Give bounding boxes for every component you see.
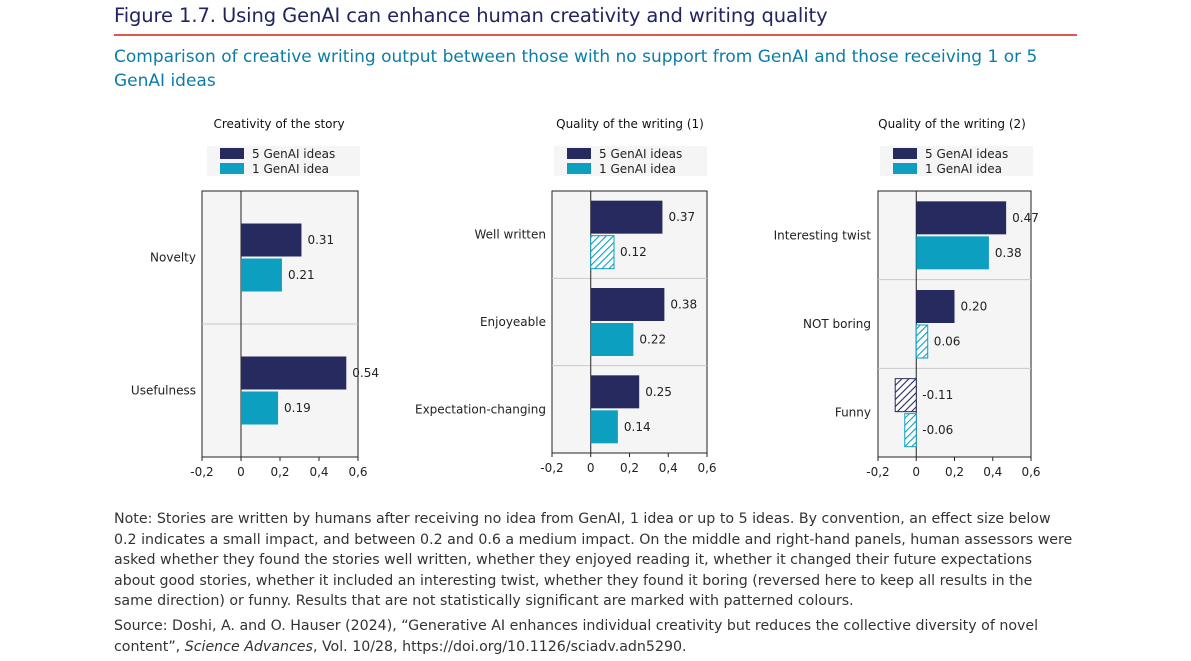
x-tick-label: -0,2 xyxy=(866,465,889,479)
x-tick-label: 0 xyxy=(912,465,920,479)
plot-area xyxy=(551,190,708,454)
data-label: 0.06 xyxy=(934,335,961,349)
data-label: 0.31 xyxy=(307,233,334,247)
figure-source: Source: Doshi, A. and O. Hauser (2024), … xyxy=(114,616,1074,657)
bar xyxy=(241,223,302,257)
bar xyxy=(904,413,917,448)
source-suffix: , Vol. 10/28, https://doi.org/10.1126/sc… xyxy=(312,638,687,655)
bar xyxy=(916,201,1007,235)
data-label: -0.06 xyxy=(922,423,953,437)
panel-title: Quality of the writing (2) xyxy=(878,117,1026,131)
bar xyxy=(241,391,279,425)
figure-title: Figure 1.7. Using GenAI can enhance huma… xyxy=(114,4,828,27)
title-divider xyxy=(114,34,1077,36)
x-tick-label: 0,6 xyxy=(1021,465,1040,479)
plot-area xyxy=(877,190,1032,458)
category-label: Expectation-changing xyxy=(415,402,546,416)
figure-subtitle: Comparison of creative writing output be… xyxy=(114,47,1038,91)
x-tick-label: 0,2 xyxy=(270,465,289,479)
chart-panel-3: Quality of the writing (2) 5 GenAI ideas1… xyxy=(774,117,1041,479)
bar xyxy=(590,410,618,444)
legend-swatch xyxy=(893,163,917,174)
data-label: 0.38 xyxy=(670,298,697,312)
data-label: 0.25 xyxy=(645,385,672,399)
legend-label: 5 GenAI ideas xyxy=(599,147,682,161)
data-label: 0.14 xyxy=(624,420,651,434)
data-label: 0.47 xyxy=(1012,211,1039,225)
category-label: Enjoyeable xyxy=(480,315,546,329)
data-label: 0.38 xyxy=(995,246,1022,260)
x-tick-label: 0,4 xyxy=(309,465,328,479)
legend-label: 5 GenAI ideas xyxy=(925,147,1008,161)
x-tick-label: 0 xyxy=(587,461,595,475)
panel-title: Creativity of the story xyxy=(213,117,344,131)
x-tick-label: 0,2 xyxy=(945,465,964,479)
x-tick-label: -0,2 xyxy=(540,461,563,475)
bar xyxy=(590,288,665,321)
x-tick-label: 0,2 xyxy=(620,461,639,475)
source-text: Source: Doshi, A. and O. Hauser (2024), … xyxy=(114,618,1039,655)
category-label: Interesting twist xyxy=(774,228,872,242)
bar xyxy=(590,200,663,234)
data-label: 0.22 xyxy=(639,333,666,347)
bar xyxy=(590,323,634,356)
category-label: Well written xyxy=(474,228,546,242)
bar xyxy=(590,235,615,270)
x-tick-label: 0,6 xyxy=(348,465,367,479)
panel-title: Quality of the writing (1) xyxy=(556,117,704,131)
data-label: 0.20 xyxy=(961,300,988,314)
data-label: 0.19 xyxy=(284,401,311,415)
figure-note: Note: Stories are written by humans afte… xyxy=(114,511,1073,609)
legend-label: 1 GenAI idea xyxy=(599,162,676,176)
legend-label: 5 GenAI ideas xyxy=(252,147,335,161)
data-label: 0.37 xyxy=(668,210,695,224)
bar xyxy=(915,324,929,359)
data-label: 0.54 xyxy=(352,366,379,380)
bar xyxy=(916,236,989,270)
bar xyxy=(590,375,640,409)
category-label: NOT boring xyxy=(803,317,871,331)
bar xyxy=(916,290,955,323)
category-label: Novelty xyxy=(150,251,196,265)
x-tick-label: 0 xyxy=(237,465,245,479)
legend-swatch xyxy=(567,163,591,174)
category-label: Usefulness xyxy=(131,384,196,398)
legend-swatch xyxy=(893,148,917,159)
legend-swatch xyxy=(220,148,244,159)
x-tick-label: 0,4 xyxy=(983,465,1002,479)
bar xyxy=(241,258,282,292)
data-label: 0.21 xyxy=(288,268,315,282)
bar xyxy=(241,356,347,390)
data-label: -0.11 xyxy=(922,388,953,402)
legend-label: 1 GenAI idea xyxy=(252,162,329,176)
chart-panel-2: Quality of the writing (1) 5 GenAI ideas1… xyxy=(415,117,717,475)
bar xyxy=(894,378,917,413)
category-label: Funny xyxy=(835,406,871,420)
x-tick-label: 0,4 xyxy=(659,461,678,475)
source-journal: Science Advances xyxy=(184,638,313,655)
x-tick-label: 0,6 xyxy=(697,461,716,475)
x-tick-label: -0,2 xyxy=(190,465,213,479)
data-label: 0.12 xyxy=(620,245,647,259)
legend-label: 1 GenAI idea xyxy=(925,162,1002,176)
legend-swatch xyxy=(567,148,591,159)
legend-swatch xyxy=(220,163,244,174)
